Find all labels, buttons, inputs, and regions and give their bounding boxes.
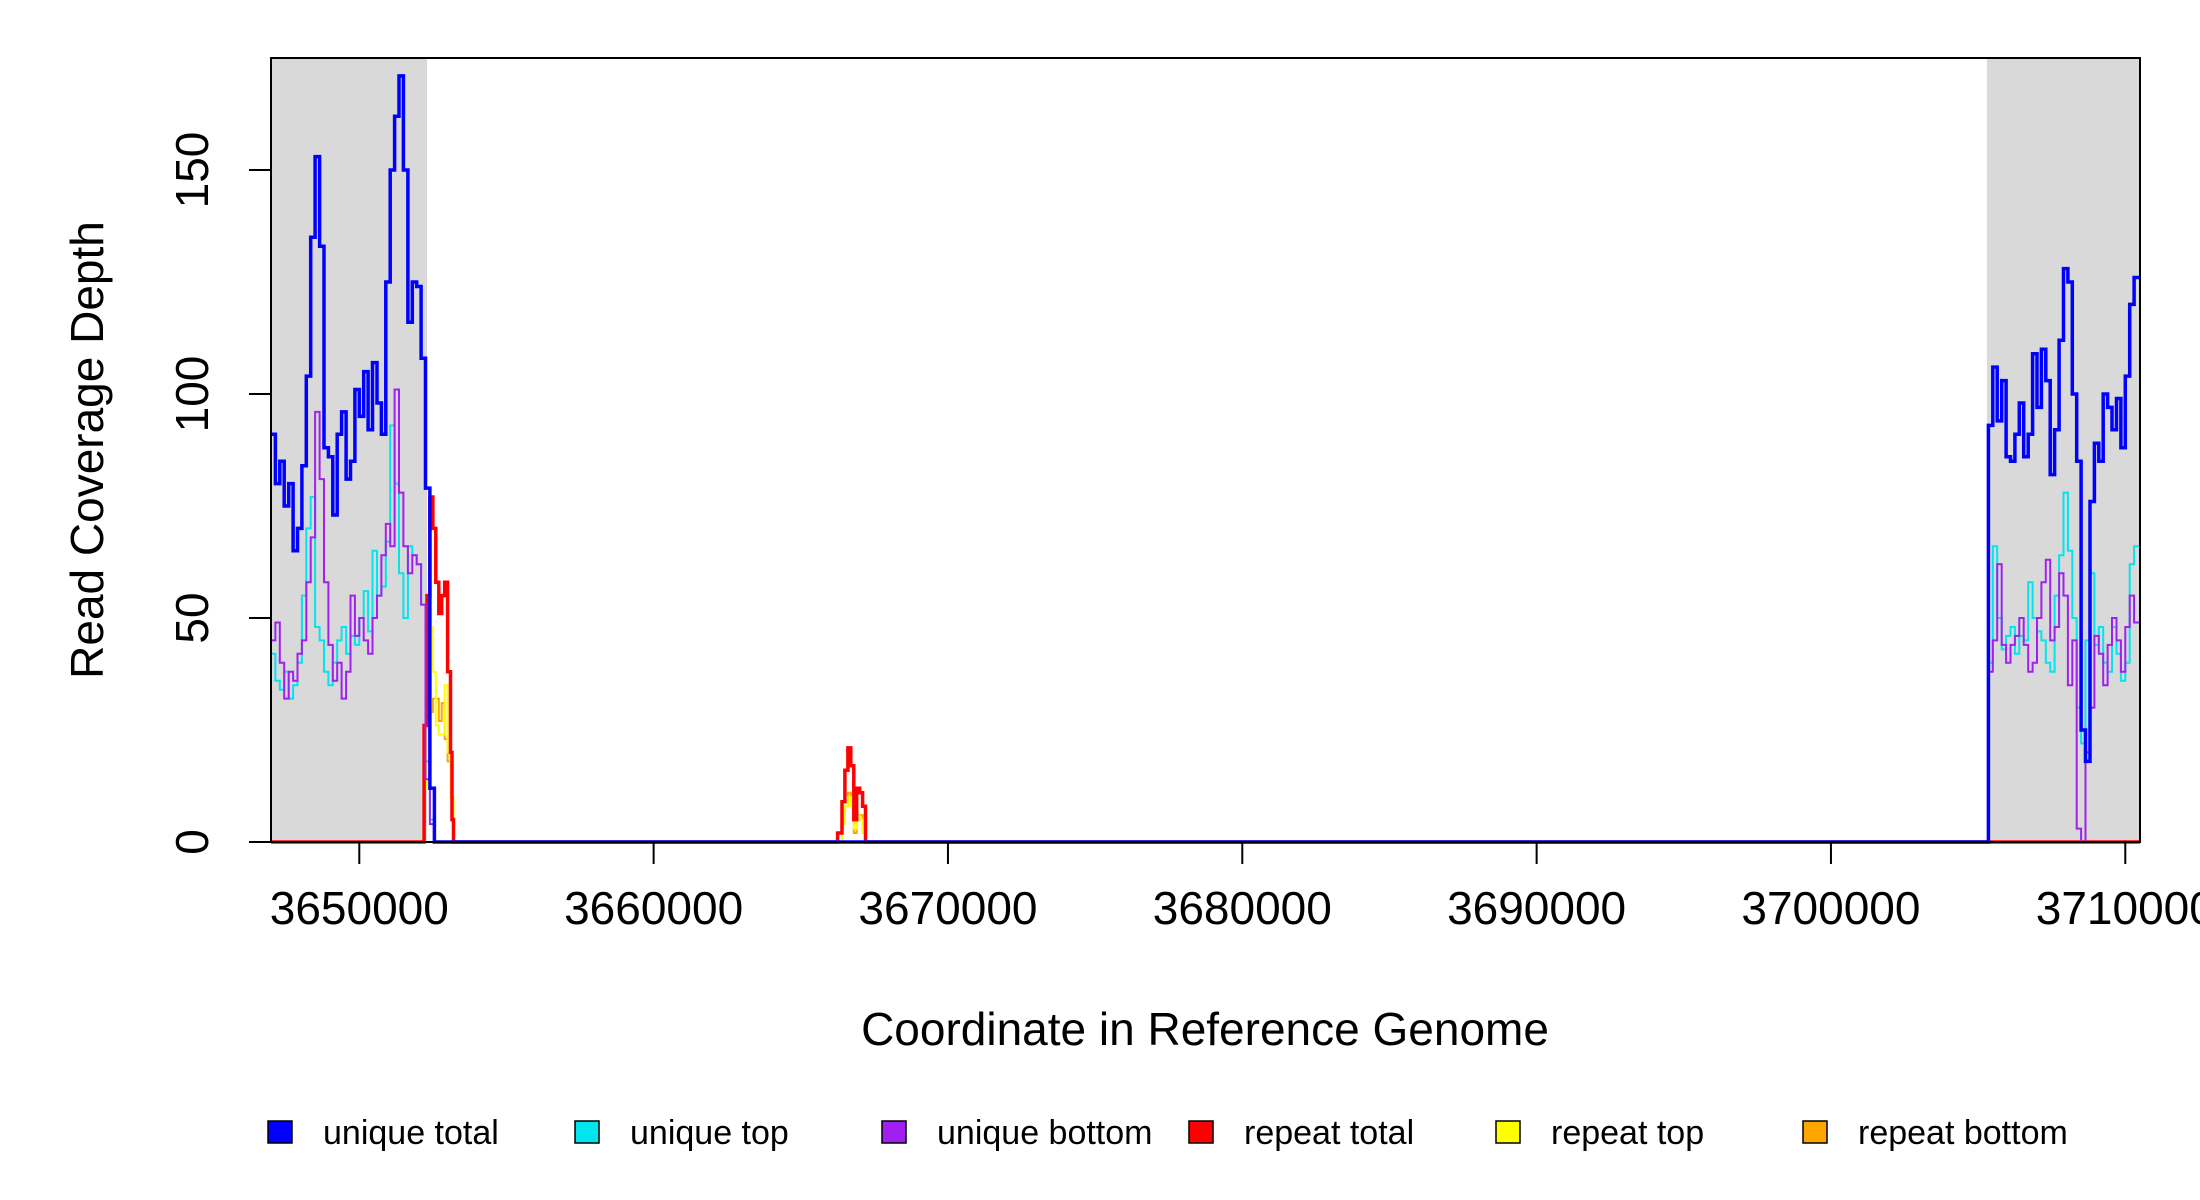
x-axis-title: Coordinate in Reference Genome [861,1003,1549,1055]
y-axis: 0 50 100 150 [166,132,272,855]
plot-frame [270,57,2141,843]
x-tick-label: 3710000 [2036,882,2200,934]
y-tick-label: 0 [166,829,218,855]
x-tick-label: 3680000 [1153,882,1332,934]
x-axis: 3650000 3660000 3670000 3680000 3690000 37000… [270,841,2200,934]
y-axis-title: Read Coverage Depth [61,221,113,679]
legend: unique total unique top unique bottom repea… [267,1114,2068,1152]
legend-swatch-repeat-bottom [1802,1120,1828,1144]
legend-label-repeat-top: repeat top [1551,1114,1704,1152]
series-lines [271,74,2140,844]
x-tick-label: 3670000 [858,882,1037,934]
legend-swatch-repeat-top [1495,1120,1521,1144]
series-line-unique-total [271,74,2140,844]
legend-label-repeat-bottom: repeat bottom [1858,1114,2068,1152]
series-line-unique-bottom [271,388,2140,843]
y-tick-label: 50 [166,592,218,643]
series-line-repeat-bottom [271,697,2140,843]
shaded-regions [271,58,2140,842]
x-tick-label: 3650000 [270,882,449,934]
legend-label-unique-total: unique total [323,1114,499,1152]
x-tick-label: 3700000 [1741,882,1920,934]
legend-label-unique-bottom: unique bottom [937,1114,1153,1152]
legend-swatch-unique-total [267,1120,293,1144]
y-tick-label: 150 [166,132,218,209]
series-line-repeat-top [271,626,2140,843]
legend-swatch-unique-top [574,1120,600,1144]
shaded-region-0 [271,58,427,842]
series-line-repeat-total [271,495,2140,844]
x-tick-label: 3690000 [1447,882,1626,934]
y-tick-label: 100 [166,356,218,433]
legend-swatch-unique-bottom [881,1120,907,1144]
legend-label-repeat-total: repeat total [1244,1114,1414,1152]
shaded-region-1 [1986,58,2140,842]
legend-label-unique-top: unique top [630,1114,789,1152]
x-tick-label: 3660000 [564,882,743,934]
series-line-unique-top [271,424,2140,843]
legend-swatch-repeat-total [1188,1120,1214,1144]
